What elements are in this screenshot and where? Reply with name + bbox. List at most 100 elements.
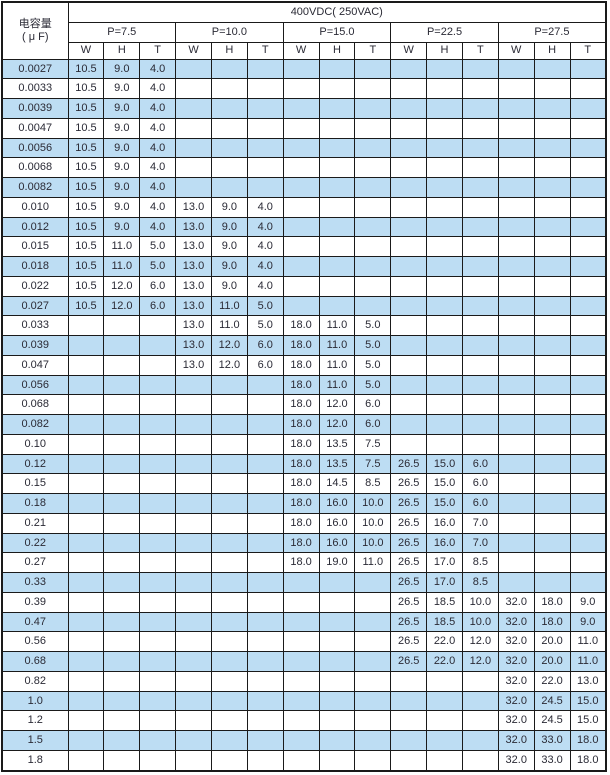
dimension-cell bbox=[390, 315, 428, 336]
dimension-cell bbox=[103, 532, 141, 554]
dimension-cell bbox=[175, 78, 212, 99]
dimension-cell: 9.0 bbox=[103, 117, 141, 139]
dimension-cell bbox=[103, 354, 141, 376]
dimension-cell bbox=[426, 335, 463, 356]
dimension-cell: 26.5 bbox=[390, 631, 428, 652]
dimension-cell: 32.0 bbox=[497, 631, 535, 652]
dimension-cell bbox=[139, 670, 177, 692]
dimension-cell bbox=[569, 256, 607, 277]
dimension-cell bbox=[318, 117, 356, 139]
dimension-cell: 24.5 bbox=[533, 710, 571, 731]
dimension-cell bbox=[497, 117, 535, 139]
dimension-cell bbox=[139, 552, 177, 573]
dimension-cell bbox=[175, 730, 212, 751]
dimension-cell bbox=[426, 414, 463, 435]
table-row: 0.22 18.0 16.0 10.0 26.5 16.0 7.0 bbox=[1, 532, 607, 554]
dimension-cell bbox=[533, 315, 571, 336]
dimension-cell: 13.0 bbox=[569, 670, 607, 692]
dimension-cell bbox=[139, 631, 177, 652]
dimension-cell: 4.0 bbox=[139, 137, 177, 159]
dimension-cell bbox=[318, 275, 356, 297]
dimension-cell: 6.0 bbox=[461, 473, 499, 494]
dimension-cell bbox=[139, 651, 177, 672]
dimension-cell bbox=[246, 572, 284, 593]
dimension-cell bbox=[569, 552, 607, 573]
dimension-cell: 13.5 bbox=[318, 453, 356, 475]
dimension-cell bbox=[282, 670, 320, 692]
table-row: 1.0 32.0 24.5 15.0 bbox=[1, 690, 607, 712]
dimension-cell bbox=[318, 58, 356, 80]
dimension-cell bbox=[569, 414, 607, 435]
dimension-cell bbox=[533, 552, 571, 573]
dimension-cell bbox=[461, 275, 499, 297]
dimension-cell bbox=[533, 512, 571, 534]
dimension-cell bbox=[175, 670, 212, 692]
dimension-cell bbox=[210, 433, 248, 455]
dimension-cell bbox=[246, 690, 284, 712]
dimension-cell: 6.0 bbox=[139, 295, 177, 317]
dimension-cell bbox=[246, 177, 284, 198]
dimension-cell: 18.5 bbox=[426, 611, 463, 633]
dimension-cell bbox=[569, 335, 607, 356]
dimension-cell bbox=[139, 473, 177, 494]
capacitance-cell: 0.10 bbox=[1, 433, 69, 455]
dimension-cell: 11.0 bbox=[103, 256, 141, 277]
table-row: 0.0033 10.5 9.0 4.0 bbox=[1, 78, 607, 99]
dimension-cell bbox=[175, 137, 212, 159]
capacitance-cell: 0.56 bbox=[1, 631, 69, 652]
dimension-cell bbox=[569, 117, 607, 139]
table-row: 0.56 26.5 22.0 12.0 32.0 20.0 11.0 bbox=[1, 631, 607, 652]
capacitance-cell: 0.068 bbox=[1, 394, 69, 415]
dimension-cell bbox=[67, 433, 105, 455]
dimension-cell bbox=[569, 98, 607, 119]
dimension-cell bbox=[139, 690, 177, 712]
dim-header-w: W bbox=[282, 41, 320, 60]
dimension-cell bbox=[390, 433, 428, 455]
dimension-cell: 26.5 bbox=[390, 552, 428, 573]
dimension-cell: 6.0 bbox=[246, 354, 284, 376]
dimension-cell bbox=[210, 651, 248, 672]
dimension-cell bbox=[354, 117, 392, 139]
dimension-cell bbox=[282, 749, 320, 772]
capacitance-cell: 1.0 bbox=[1, 690, 69, 712]
dimension-cell bbox=[354, 78, 392, 99]
table-row: 0.022 10.5 12.0 6.0 13.0 9.0 4.0 bbox=[1, 275, 607, 297]
dimension-cell bbox=[390, 256, 428, 277]
dimension-cell: 4.0 bbox=[246, 256, 284, 277]
capacitance-cell: 0.039 bbox=[1, 335, 69, 356]
dimension-cell bbox=[569, 58, 607, 80]
dimension-cell: 10.5 bbox=[67, 275, 105, 297]
dimension-cell bbox=[569, 236, 607, 257]
dimension-cell bbox=[246, 493, 284, 514]
dimension-cell: 12.0 bbox=[210, 354, 248, 376]
dimension-cell bbox=[282, 651, 320, 672]
table-row: 0.15 18.0 14.5 8.5 26.5 15.0 6.0 bbox=[1, 473, 607, 494]
dimension-cell: 26.5 bbox=[390, 493, 428, 514]
dimension-cell bbox=[426, 117, 463, 139]
dimension-cell bbox=[533, 473, 571, 494]
table-row: 0.10 18.0 13.5 7.5 bbox=[1, 433, 607, 455]
dimension-cell bbox=[67, 710, 105, 731]
dimension-cell: 5.0 bbox=[354, 354, 392, 376]
dim-header-w: W bbox=[497, 41, 535, 60]
dimension-cell bbox=[390, 354, 428, 376]
dimension-cell bbox=[318, 651, 356, 672]
dimension-cell bbox=[497, 453, 535, 475]
dimension-cell bbox=[318, 631, 356, 652]
dimension-cell bbox=[533, 98, 571, 119]
dimension-cell bbox=[533, 177, 571, 198]
dimension-cell bbox=[103, 611, 141, 633]
dimension-cell bbox=[426, 749, 463, 772]
dimension-cell bbox=[139, 433, 177, 455]
table-row: 0.18 18.0 16.0 10.0 26.5 15.0 6.0 bbox=[1, 493, 607, 514]
dimension-cell bbox=[318, 710, 356, 731]
dimension-cell bbox=[210, 414, 248, 435]
dimension-cell bbox=[67, 651, 105, 672]
dim-header-h: H bbox=[318, 41, 356, 60]
dimension-cell bbox=[67, 315, 105, 336]
dimension-cell: 19.0 bbox=[318, 552, 356, 573]
dimension-cell: 18.0 bbox=[282, 512, 320, 534]
dimension-cell bbox=[175, 552, 212, 573]
dimension-cell bbox=[139, 730, 177, 751]
